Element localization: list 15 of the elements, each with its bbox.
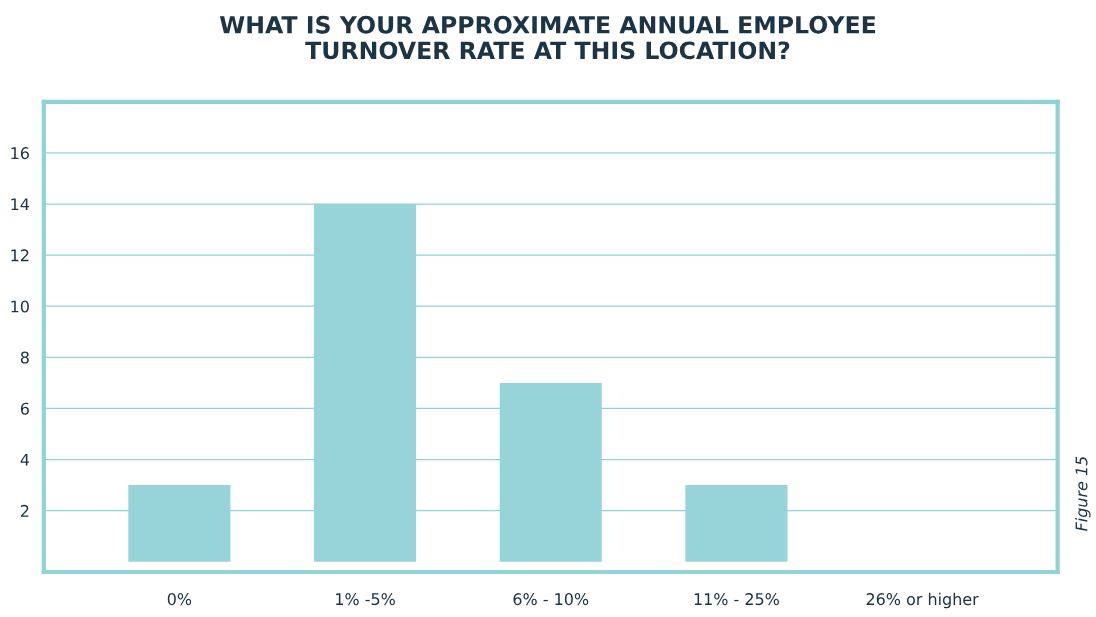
x-tick-label: 1% -5%	[336, 593, 395, 606]
y-tick-label: 6	[20, 402, 29, 415]
caption: Figure 15	[1075, 456, 1091, 532]
y-tick-label: 4	[20, 453, 30, 466]
x-tick-label: 0%	[167, 593, 192, 606]
y-tick-label: 8	[20, 351, 29, 364]
y-tick-label: 16	[11, 147, 29, 160]
x-tick-label: 6% - 10%	[513, 593, 589, 606]
y-tick-label: 12	[11, 249, 29, 262]
chart-title: WHAT IS YOUR APPROXIMATE ANNUAL EMPLOYEE TURNOVER RATE AT THIS LOCATION?	[219, 15, 876, 60]
y-tick-label: 14	[11, 198, 30, 211]
x-tick-label: 11% - 25%	[694, 593, 779, 606]
x-tick-label: 26% or higher	[866, 592, 979, 609]
y-tick-label: 2	[20, 504, 29, 517]
y-tick-label: 10	[11, 300, 29, 313]
